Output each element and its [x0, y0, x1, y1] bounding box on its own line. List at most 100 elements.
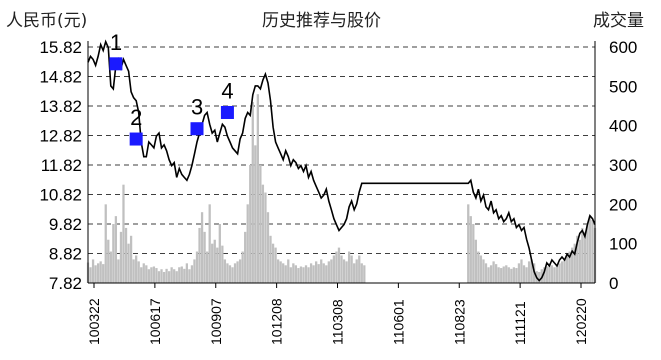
volume-bar [249, 165, 252, 283]
volume-bar [102, 264, 105, 283]
volume-bar [294, 265, 298, 283]
x-tick-label: 100322 [86, 298, 102, 345]
volume-bar [142, 263, 145, 283]
recommendation-markers: 1 2 34 [109, 30, 234, 146]
volume-bar [517, 263, 521, 283]
volume-bar [345, 261, 348, 283]
volume-bar [487, 267, 490, 283]
volume-bar [304, 265, 308, 283]
volume-bar [484, 263, 488, 283]
right-tick-label: 500 [609, 77, 637, 96]
volume-bar [548, 263, 551, 283]
volume-bar [515, 268, 518, 283]
right-tick-label: 600 [609, 38, 637, 57]
volume-bar [266, 212, 270, 283]
volume-bar [122, 184, 125, 283]
volume-bar [302, 267, 305, 283]
left-tick-label: 11.82 [41, 156, 82, 175]
volume-bar [147, 269, 150, 283]
volume-bar [114, 216, 118, 283]
volume-bar [284, 265, 287, 283]
left-axis-label: 人民币(元) [6, 11, 87, 31]
volume-bar [228, 265, 232, 283]
grid-lines [88, 46, 595, 284]
volume-bar [355, 259, 358, 283]
volume-bar [553, 267, 556, 283]
volume-bar [107, 239, 110, 283]
volume-bar [170, 267, 173, 283]
volume-bar [325, 265, 328, 283]
volume-bar [246, 204, 249, 283]
volume-bar [494, 264, 498, 283]
x-tick-label: 110601 [390, 299, 406, 345]
volume-bar [505, 265, 508, 283]
volume-bar [583, 231, 587, 283]
volume-bar [173, 269, 176, 283]
volume-bar [124, 227, 128, 283]
volume-bar [157, 271, 161, 283]
volume-bar [287, 259, 290, 283]
volume-bar [507, 267, 510, 283]
volume-bar [99, 261, 102, 283]
volume-bar [188, 269, 191, 283]
volume-bar [218, 224, 221, 283]
x-tick-label: 110823 [451, 299, 467, 345]
right-tick-label: 200 [609, 195, 637, 214]
volume-bar [510, 268, 513, 283]
volume-bar [282, 263, 285, 283]
volume-bar [347, 251, 351, 283]
volume-bar [560, 261, 564, 283]
volume-bar [96, 263, 100, 283]
volume-bar [591, 220, 594, 283]
volume-bar [223, 259, 227, 283]
volume-bar [337, 247, 341, 283]
volume-bar [198, 227, 201, 283]
volume-bar [353, 263, 356, 283]
volume-bar [251, 102, 254, 283]
volume-bar [543, 267, 546, 283]
volume-bar [307, 267, 310, 283]
volume-bar [512, 267, 516, 283]
volume-bar [545, 266, 548, 283]
left-tick-label: 14.82 [39, 68, 82, 87]
left-tick-label: 8.82 [49, 245, 82, 264]
volume-bar [221, 245, 224, 283]
volume-bar [226, 263, 229, 283]
x-tick-label: 110308 [330, 299, 346, 345]
recommendation-marker [129, 132, 143, 146]
volume-bar [271, 243, 275, 283]
volume-bar [206, 251, 209, 283]
volume-bar [254, 145, 257, 283]
volume-bar [479, 255, 483, 283]
volume-bar [185, 263, 189, 283]
marker-label: 4 [221, 78, 233, 103]
volume-bar [193, 259, 196, 283]
volume-bar [586, 224, 589, 283]
volume-bar [492, 261, 495, 283]
volume-bar [565, 255, 569, 283]
volume-bar [525, 267, 528, 283]
volume-bar [119, 231, 123, 283]
volume-bar [135, 255, 138, 283]
volume-bar [145, 265, 148, 283]
volume-bar [256, 94, 259, 283]
volume-bar [112, 224, 115, 283]
volume-bar [489, 265, 493, 283]
volume-bar [297, 268, 300, 283]
volume-bar [520, 259, 523, 283]
right-tick-label: 400 [609, 117, 637, 136]
marker-label: 3 [191, 95, 203, 120]
x-axis: 100322 100617 100907 101208 110308 110601 1108… [86, 282, 595, 345]
volume-bar [320, 259, 323, 283]
volume-bar [568, 251, 571, 283]
volume-bar [132, 259, 135, 283]
volume-bar [162, 271, 166, 283]
volume-bar [312, 265, 315, 283]
volume-bar [89, 267, 92, 283]
volume-bar [109, 251, 112, 283]
x-tick-label: 101208 [269, 298, 285, 345]
volume-bar [581, 227, 584, 283]
x-tick-label: 100617 [147, 298, 163, 345]
recommendation-marker [109, 57, 123, 71]
marker-label: 2 [130, 105, 142, 130]
